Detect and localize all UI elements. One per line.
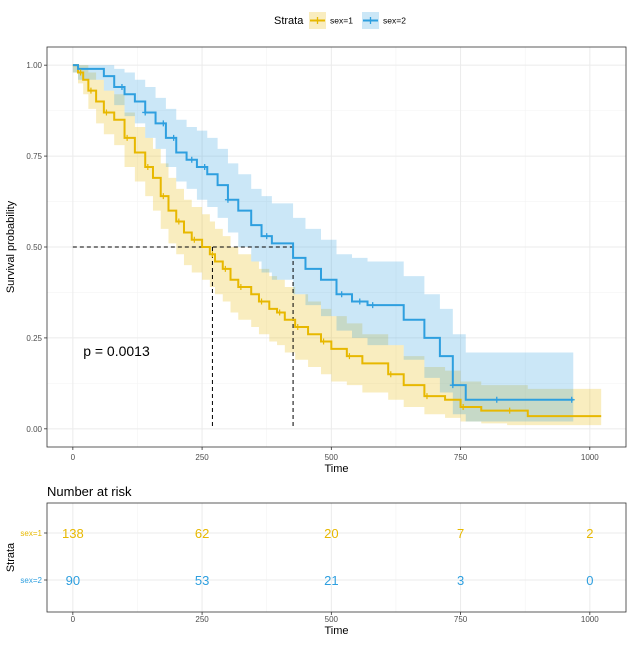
- censor-mark: [191, 236, 198, 243]
- survival-curve-sex2: [72, 64, 574, 401]
- risk-count: 53: [195, 573, 209, 588]
- censor-mark: [118, 84, 125, 90]
- survival-curve-sex1: [72, 64, 602, 418]
- risk-count: 7: [457, 526, 464, 541]
- risk-count: 90: [66, 573, 80, 588]
- censor-mark: [237, 284, 244, 290]
- risk-count: 21: [324, 573, 338, 588]
- censor-mark: [460, 404, 467, 410]
- grid-lines: [47, 47, 626, 447]
- censor-mark: [258, 298, 265, 305]
- risk-grid: [47, 503, 626, 612]
- censor-mark: [103, 109, 110, 116]
- x-tick-label: 1000: [581, 453, 599, 462]
- legend: Strata sex=1 sex=2: [274, 12, 406, 29]
- censor-mark: [170, 134, 177, 141]
- censor-mark: [124, 134, 131, 141]
- censor-mark: [224, 196, 231, 203]
- censor-mark: [77, 69, 84, 76]
- y-axis-label: Survival probability: [5, 200, 17, 293]
- censor-mark: [142, 109, 149, 116]
- risk-count: 20: [324, 526, 338, 541]
- censor-mark: [506, 407, 513, 414]
- risk-table-border: [46, 502, 627, 613]
- censor-mark: [175, 218, 182, 225]
- risk-count: 138: [62, 526, 84, 541]
- censor-mark: [201, 164, 208, 170]
- risk-count: 62: [195, 526, 209, 541]
- censor-mark: [369, 302, 376, 309]
- y-tick-label: 0.75: [26, 152, 42, 161]
- y-tick-label: 1.00: [26, 61, 42, 70]
- censor-mark: [346, 353, 353, 360]
- censor-mark: [188, 156, 195, 163]
- risk-x-tick-label: 500: [325, 615, 339, 624]
- risk-x-tick-label: 0: [71, 615, 76, 624]
- survival-curves: [72, 64, 602, 418]
- y-tick-label: 0.25: [26, 334, 42, 343]
- censor-mark: [222, 265, 229, 272]
- risk-count: 0: [586, 573, 593, 588]
- survival-plot-panel: 0 250 500 750 1000 0.00 0.25 0.50 0.75 1.00 Time Su…: [5, 46, 627, 475]
- censor-mark: [276, 309, 283, 316]
- x-tick-label: 500: [325, 453, 339, 462]
- risk-row-label: sex=1: [20, 529, 42, 538]
- risk-row-label: sex=2: [20, 576, 42, 585]
- legend-label-sex1: sex=1: [330, 16, 353, 26]
- censor-mark: [263, 233, 270, 240]
- censor-mark: [387, 371, 394, 378]
- censor-mark: [320, 338, 327, 345]
- censor-mark: [144, 164, 151, 170]
- censor-mark: [294, 324, 301, 330]
- risk-count: 3: [457, 573, 464, 588]
- censor-mark: [338, 291, 345, 298]
- censor-mark: [493, 396, 500, 403]
- risk-table-title: Number at risk: [47, 484, 132, 499]
- risk-x-tick-label: 750: [454, 615, 468, 624]
- risk-x-tick-label: 250: [195, 615, 209, 624]
- x-tick-label: 0: [71, 453, 76, 462]
- censor-mark: [209, 251, 216, 258]
- p-value-annotation: p = 0.0013: [83, 343, 150, 359]
- legend-title: Strata: [274, 15, 304, 27]
- censor-mark: [160, 120, 167, 127]
- x-axis-label: Time: [324, 463, 348, 475]
- risk-x-axis-label: Time: [324, 625, 348, 637]
- x-tick-label: 250: [195, 453, 209, 462]
- censor-mark: [160, 193, 167, 200]
- risk-y-axis-label: Strata: [5, 542, 17, 572]
- y-tick-label: 0.50: [26, 243, 42, 252]
- risk-table-panel: Number at risk 138 62 20 7 2 sex=1 90 53 21 3 0 sex=…: [5, 484, 627, 637]
- confidence-band-sex2: [72, 65, 574, 422]
- censor-mark: [449, 382, 456, 389]
- censor-mark: [87, 87, 94, 94]
- risk-x-tick-label: 1000: [581, 615, 599, 624]
- y-tick-label: 0.00: [26, 425, 42, 434]
- median-lines: [72, 246, 294, 429]
- confidence-bands: [72, 65, 602, 426]
- legend-label-sex2: sex=2: [383, 16, 406, 26]
- censor-mark: [568, 396, 575, 403]
- confidence-band-sex1: [72, 65, 602, 426]
- risk-count: 2: [586, 526, 593, 541]
- censor-mark: [423, 393, 430, 400]
- x-tick-label: 750: [454, 453, 468, 462]
- axes: 0 250 500 750 1000 0.00 0.25 0.50 0.75 1.00 Time Su…: [5, 61, 599, 475]
- censor-mark: [356, 298, 363, 305]
